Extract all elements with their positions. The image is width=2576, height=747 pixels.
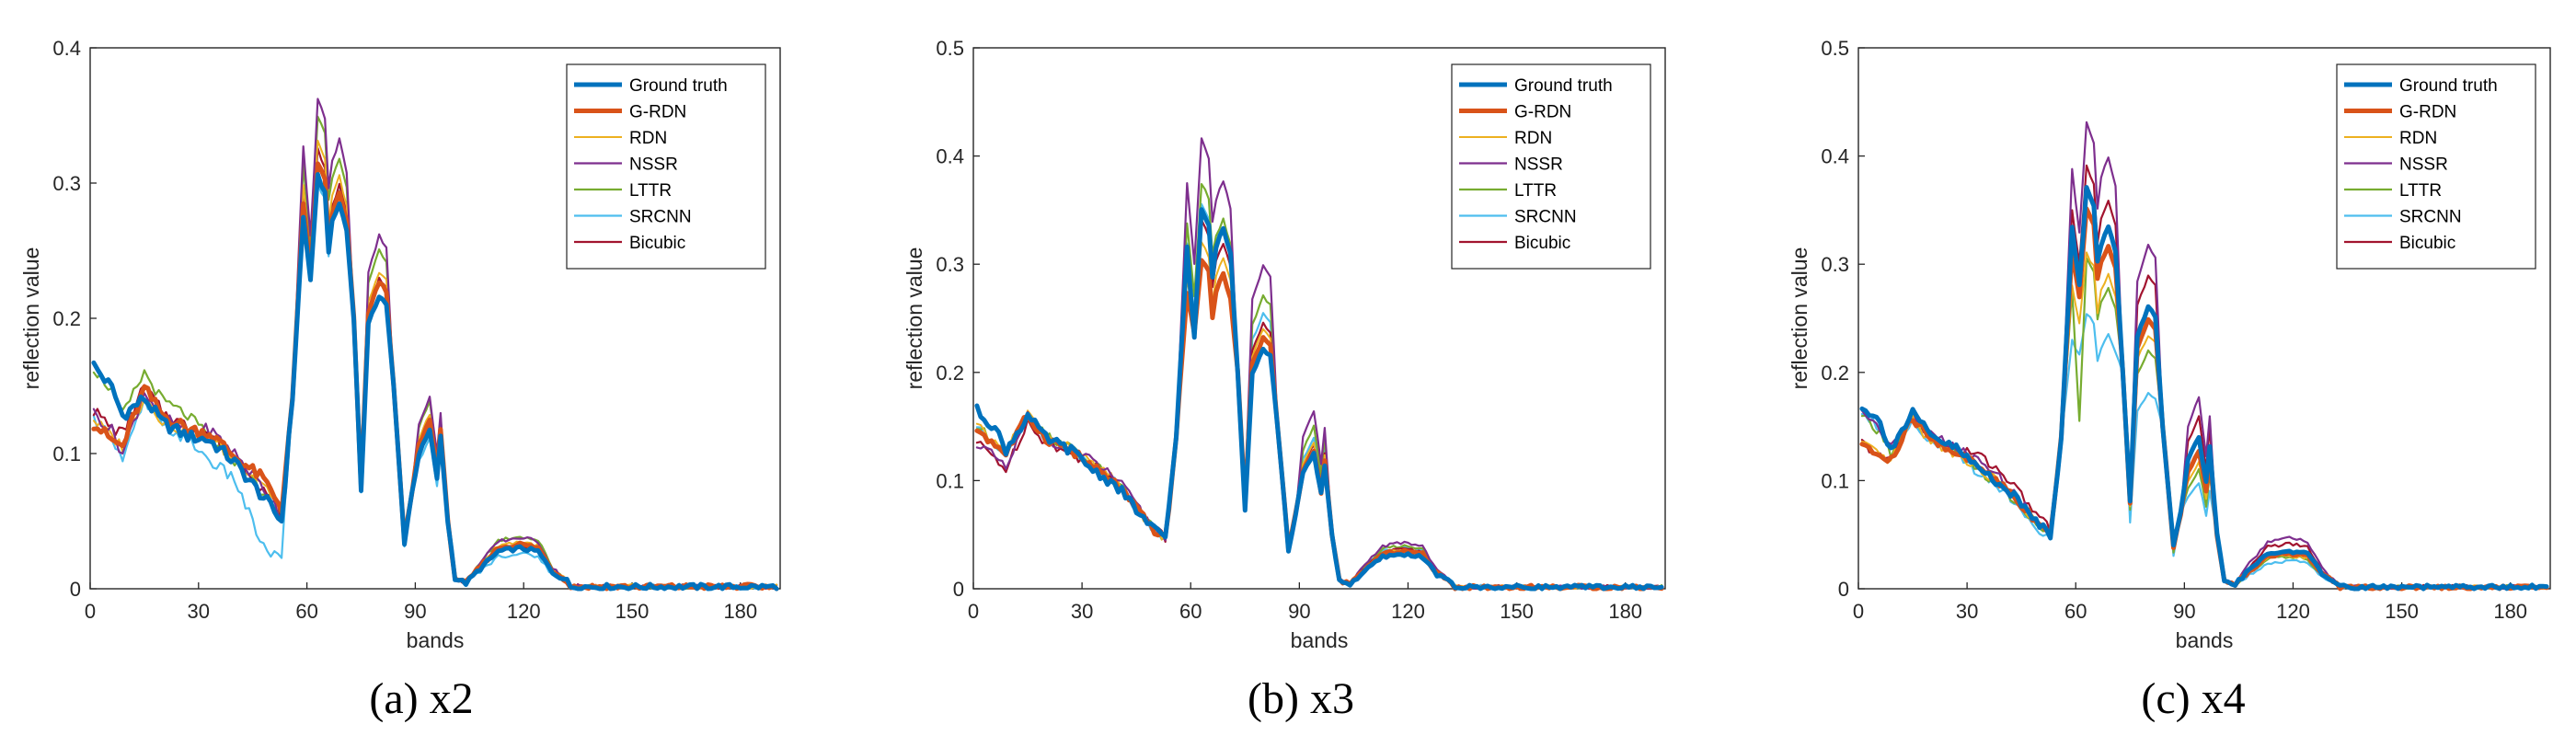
plot-frame [1857, 47, 2551, 590]
x-tick-label: 0 [1853, 600, 1864, 623]
panel-3: 0 30 60 90 120 150 180 0 0.1 0.2 0.3 0.4 0.5 bands ref… [1788, 37, 2551, 723]
plot-frame [972, 47, 1666, 590]
legend: Ground truth G-RDN RDN NSSR LTTR SRCNN Bicubic [1451, 63, 1651, 270]
y-axis-label: reflection value [1788, 247, 1811, 390]
x-tick-label: 180 [723, 600, 757, 623]
x-tick-label: 60 [295, 600, 317, 623]
x-tick-label: 150 [1500, 600, 1534, 623]
series-line-g-rdn [974, 258, 1664, 592]
legend-label: G-RDN [1514, 103, 1571, 122]
y-tick-label: 0.3 [936, 253, 964, 276]
legend-label: SRCNN [2399, 208, 2462, 227]
y-axis-label: reflection value [19, 247, 43, 390]
y-tick-label: 0.3 [52, 172, 81, 195]
legend-box [566, 63, 766, 270]
legend-label: SRCNN [629, 208, 692, 227]
legend-label: G-RDN [629, 103, 686, 122]
panel-1: 0 30 60 90 120 150 180 0 0.1 0.2 0.3 0.4 bands reflec… [19, 37, 781, 723]
y-tick-label: 0.1 [936, 469, 964, 492]
x-tick-label: 0 [968, 600, 979, 623]
legend-label: Ground truth [1514, 76, 1613, 96]
series-line-rdn [1860, 251, 2548, 590]
legend: Ground truth G-RDN RDN NSSR LTTR SRCNN Bicubic [2336, 63, 2536, 270]
legend-label: Bicubic [2399, 234, 2455, 253]
x-tick-label: 30 [188, 600, 210, 623]
y-tick-label: 0.4 [1821, 145, 1849, 168]
legend-label: LTTR [2399, 181, 2442, 201]
x-tick-label: 60 [1179, 600, 1202, 623]
series-line-ground-truth [974, 207, 1664, 592]
legend-label: NSSR [629, 155, 678, 175]
y-tick-label: 0.4 [52, 37, 81, 60]
y-tick-label: 0.3 [1821, 253, 1849, 276]
x-tick-label: 30 [1956, 600, 1978, 623]
y-tick-label: 0.2 [52, 307, 81, 330]
x-tick-label: 150 [2385, 600, 2419, 623]
legend-label: G-RDN [2399, 103, 2456, 122]
panel-2: 0 30 60 90 120 150 180 0 0.1 0.2 0.3 0.4 0.5 bands ref… [903, 37, 1666, 723]
x-tick-label: 60 [2064, 600, 2087, 623]
panel-caption: (a) x2 [369, 674, 473, 723]
x-tick-label: 90 [2173, 600, 2195, 623]
x-tick-label: 150 [615, 600, 650, 623]
x-tick-label: 120 [2276, 600, 2310, 623]
series-line-lttr [1860, 257, 2548, 591]
series-line-bicubic [975, 219, 1663, 591]
x-tick-label: 90 [404, 600, 426, 623]
series-line-ground-truth [1859, 185, 2549, 592]
y-tick-label: 0.1 [52, 442, 81, 465]
x-axis-label: bands [1291, 628, 1349, 652]
x-tick-label: 0 [85, 600, 96, 623]
x-tick-label: 90 [1288, 600, 1310, 623]
legend-box [2336, 63, 2536, 270]
y-tick-label: 0 [70, 578, 81, 601]
y-tick-label: 0.2 [936, 362, 964, 385]
y-axis-label: reflection value [903, 247, 926, 390]
x-tick-label: 180 [1608, 600, 1642, 623]
x-tick-label: 30 [1071, 600, 1093, 623]
x-tick-label: 180 [2493, 600, 2527, 623]
x-tick-label: 120 [507, 600, 541, 623]
legend-label: SRCNN [1514, 208, 1577, 227]
legend-label: LTTR [1514, 181, 1557, 201]
panel-caption: (c) x4 [2141, 674, 2245, 723]
y-tick-label: 0 [1838, 578, 1849, 601]
y-tick-label: 0 [953, 578, 964, 601]
y-tick-label: 0.1 [1821, 469, 1849, 492]
y-tick-label: 0.2 [1821, 362, 1849, 385]
panel-caption: (b) x3 [1248, 674, 1354, 723]
y-tick-label: 0.4 [936, 145, 964, 168]
legend-label: LTTR [629, 181, 672, 201]
legend-label: Ground truth [629, 76, 728, 96]
legend-label: NSSR [2399, 155, 2448, 175]
legend-label: Bicubic [1514, 234, 1570, 253]
x-axis-label: bands [2176, 628, 2234, 652]
legend-label: RDN [2399, 129, 2437, 148]
x-axis-label: bands [407, 628, 465, 652]
legend-label: Bicubic [629, 234, 685, 253]
x-tick-label: 120 [1391, 600, 1425, 623]
legend-label: NSSR [1514, 155, 1563, 175]
legend-label: RDN [1514, 129, 1552, 148]
legend-box [1451, 63, 1651, 270]
series-line-rdn [975, 241, 1663, 590]
y-tick-label: 0.5 [1821, 37, 1849, 60]
y-tick-label: 0.5 [936, 37, 964, 60]
legend: Ground truth G-RDN RDN NSSR LTTR SRCNN Bicubic [566, 63, 766, 270]
legend-label: Ground truth [2399, 76, 2498, 96]
legend-label: RDN [629, 129, 667, 148]
series-line-ground-truth [91, 172, 779, 592]
